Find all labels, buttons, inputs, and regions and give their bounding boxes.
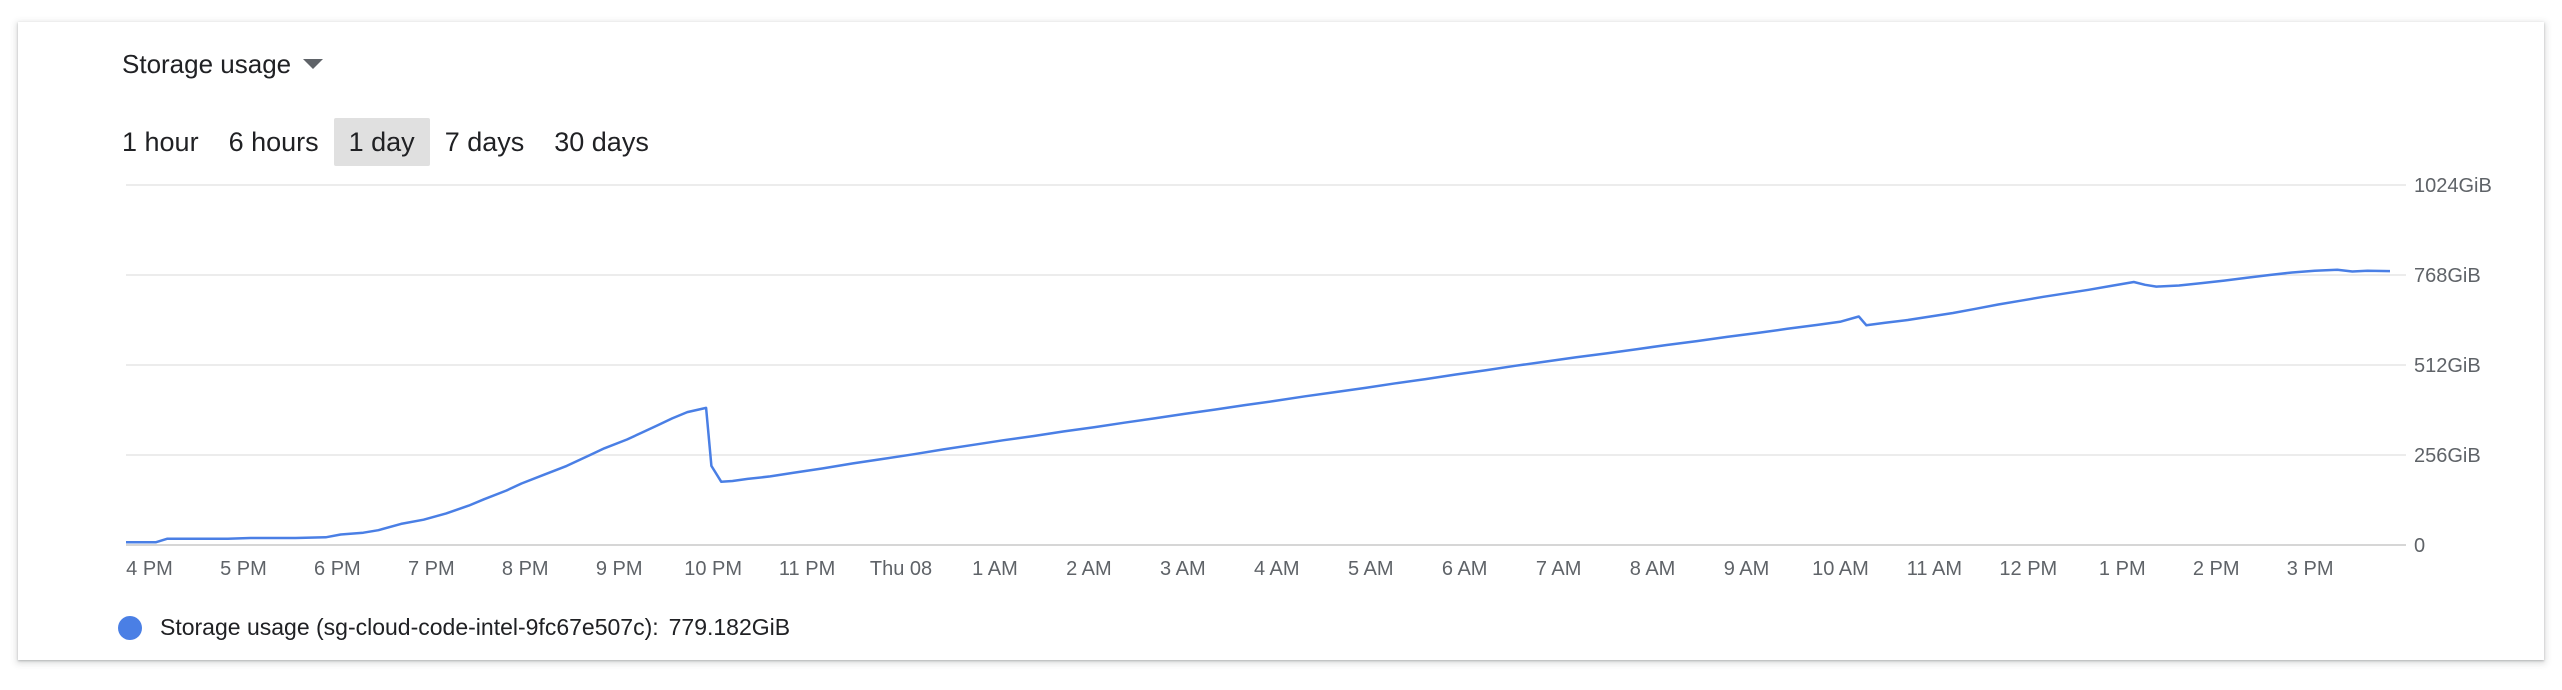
range-6-hours-button[interactable]: 6 hours [228,127,319,157]
legend-series-label: Storage usage (sg-cloud-code-intel-9fc67… [160,614,659,640]
x-tick-label: 11 PM [779,558,835,580]
x-tick-label: 11 AM [1907,558,1962,580]
legend-swatch [118,615,142,640]
metric-dropdown[interactable]: Storage usage [122,44,324,84]
x-tick-label: 12 PM [1999,558,2057,580]
x-tick-label: 10 AM [1812,558,1869,580]
x-tick-label: 1 PM [2099,558,2146,580]
x-tick-label: 10 PM [684,558,742,580]
x-tick-label: 1 AM [972,558,1018,580]
x-tick-label: 8 PM [502,558,549,580]
x-tick-label: 6 PM [314,558,361,580]
time-range-selector: 1 hour 6 hours 1 day 7 days 30 days [122,118,664,166]
storage-usage-chart: 0 256GiB 512GiB 768GiB 1024GiB 4 PM 5 PM 6 PM 7 … [126,175,2492,580]
x-tick-label: 6 AM [1442,558,1488,580]
x-tick-label: 7 AM [1536,558,1582,580]
range-30-days-button[interactable]: 30 days [554,127,649,157]
x-tick-label: 7 PM [408,558,455,580]
y-tick-label: 0 [2414,535,2425,557]
y-tick-label: 512GiB [2414,355,2481,377]
range-7-days-button[interactable]: 7 days [444,127,525,157]
range-1-hour-button[interactable]: 1 hour [122,127,199,157]
x-tick-label: 4 AM [1254,558,1300,580]
x-tick-label: 4 PM [126,558,173,580]
x-tick-label: 5 PM [220,558,267,580]
chart-legend: Storage usage (sg-cloud-code-intel-9fc67… [118,614,790,641]
x-tick-label: 9 PM [596,558,643,580]
y-tick-label: 1024GiB [2414,175,2492,197]
x-tick-label: 5 AM [1348,558,1394,580]
x-tick-label: 3 AM [1160,558,1206,580]
caret-down-icon [303,59,324,69]
x-tick-label: Thu 08 [870,558,932,580]
storage-usage-series-line [126,268,2391,544]
y-tick-label: 256GiB [2414,445,2481,467]
x-tick-label: 9 AM [1724,558,1770,580]
x-tick-label: 3 PM [2287,558,2334,580]
metric-dropdown-label: Storage usage [122,48,292,79]
x-tick-label: 8 AM [1630,558,1676,580]
y-tick-label: 768GiB [2414,265,2481,287]
x-tick-label: 2 PM [2193,558,2240,580]
x-tick-label: 2 AM [1066,558,1112,580]
chart-card: Storage usage 1 hour 6 hours 1 day 7 day… [18,22,2544,660]
range-1-day-button[interactable]: 1 day [333,118,430,166]
legend-series-value: 779.182GiB [668,614,791,640]
